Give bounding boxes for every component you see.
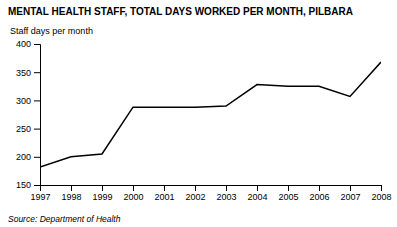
y-tick-mark <box>34 185 40 186</box>
y-tick-label: 150 <box>16 180 31 190</box>
y-tick-mark <box>34 72 40 73</box>
x-tick: 1999 <box>92 185 112 202</box>
x-axis-line <box>41 186 382 192</box>
x-tick-label: 2006 <box>309 192 329 202</box>
x-tick-label: 1998 <box>61 192 81 202</box>
y-axis-label: Staff days per month <box>10 26 93 36</box>
x-tick-mark <box>288 185 289 191</box>
x-tick: 2007 <box>340 185 360 202</box>
y-tick-label: 400 <box>16 39 31 49</box>
x-tick-mark <box>195 185 196 191</box>
y-tick: 400 <box>16 39 40 49</box>
x-tick: 2001 <box>154 185 174 202</box>
x-axis: 1997 1998 1999 2000 2001 2002 2003 2004 2005 2006… <box>30 185 391 202</box>
x-tick: 2000 <box>123 185 143 202</box>
x-tick-label: 2005 <box>278 192 298 202</box>
x-tick-label: 2003 <box>216 192 236 202</box>
y-tick-mark <box>34 129 40 130</box>
plot: 1997 1998 1999 2000 2001 2002 2003 2004 2005 2006… <box>16 39 392 202</box>
y-axis: 150 200 250 300 350 400 <box>16 39 41 190</box>
x-tick-mark <box>133 185 134 191</box>
x-tick-label: 2000 <box>123 192 143 202</box>
y-tick-label: 350 <box>16 68 31 78</box>
x-tick: 1997 <box>30 185 50 202</box>
chart: MENTAL HEALTH STAFF, TOTAL DAYS WORKED P… <box>0 0 397 227</box>
x-tick-label: 2001 <box>154 192 174 202</box>
y-tick-mark <box>34 157 40 158</box>
x-tick-mark <box>257 185 258 191</box>
y-tick: 350 <box>16 68 40 78</box>
x-tick-label: 2008 <box>371 192 391 202</box>
y-tick-mark <box>34 100 40 101</box>
x-tick-mark <box>226 185 227 191</box>
y-tick: 300 <box>16 96 40 106</box>
x-tick-mark <box>71 185 72 191</box>
x-tick-mark <box>350 185 351 191</box>
x-tick-mark <box>381 185 382 191</box>
x-tick-label: 2004 <box>247 192 267 202</box>
x-tick-mark <box>164 185 165 191</box>
x-tick-label: 2007 <box>340 192 360 202</box>
y-tick-label: 200 <box>16 152 31 162</box>
x-tick-mark <box>319 185 320 191</box>
x-tick: 2002 <box>185 185 205 202</box>
x-tick-label: 1997 <box>30 192 50 202</box>
x-tick: 2008 <box>371 185 391 202</box>
y-tick: 200 <box>16 152 40 162</box>
source: Source: Department of Health <box>8 214 121 224</box>
x-tick: 2003 <box>216 185 236 202</box>
title: MENTAL HEALTH STAFF, TOTAL DAYS WORKED P… <box>8 6 353 17</box>
line <box>40 62 381 167</box>
marks <box>40 62 381 167</box>
y-tick-mark <box>34 44 40 45</box>
x-tick-mark <box>102 185 103 191</box>
y-tick: 250 <box>16 124 40 134</box>
x-tick: 2004 <box>247 185 267 202</box>
y-tick-label: 250 <box>16 124 31 134</box>
y-tick: 150 <box>16 180 40 190</box>
x-tick: 1998 <box>61 185 81 202</box>
x-tick: 2005 <box>278 185 298 202</box>
x-tick: 2006 <box>309 185 329 202</box>
y-tick-label: 300 <box>16 96 31 106</box>
y-axis-line <box>34 45 41 186</box>
x-tick-label: 2002 <box>185 192 205 202</box>
x-tick-label: 1999 <box>92 192 112 202</box>
